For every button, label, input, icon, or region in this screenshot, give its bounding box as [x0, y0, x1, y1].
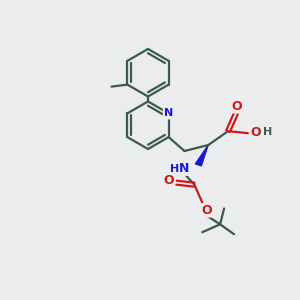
- Text: O: O: [163, 174, 174, 187]
- Text: N: N: [164, 108, 173, 118]
- Text: H: H: [263, 127, 272, 137]
- Text: O: O: [232, 100, 242, 113]
- Text: H: H: [170, 164, 179, 174]
- Text: N: N: [179, 162, 190, 175]
- Text: O: O: [201, 204, 211, 217]
- Polygon shape: [195, 145, 208, 166]
- Text: O: O: [250, 126, 261, 139]
